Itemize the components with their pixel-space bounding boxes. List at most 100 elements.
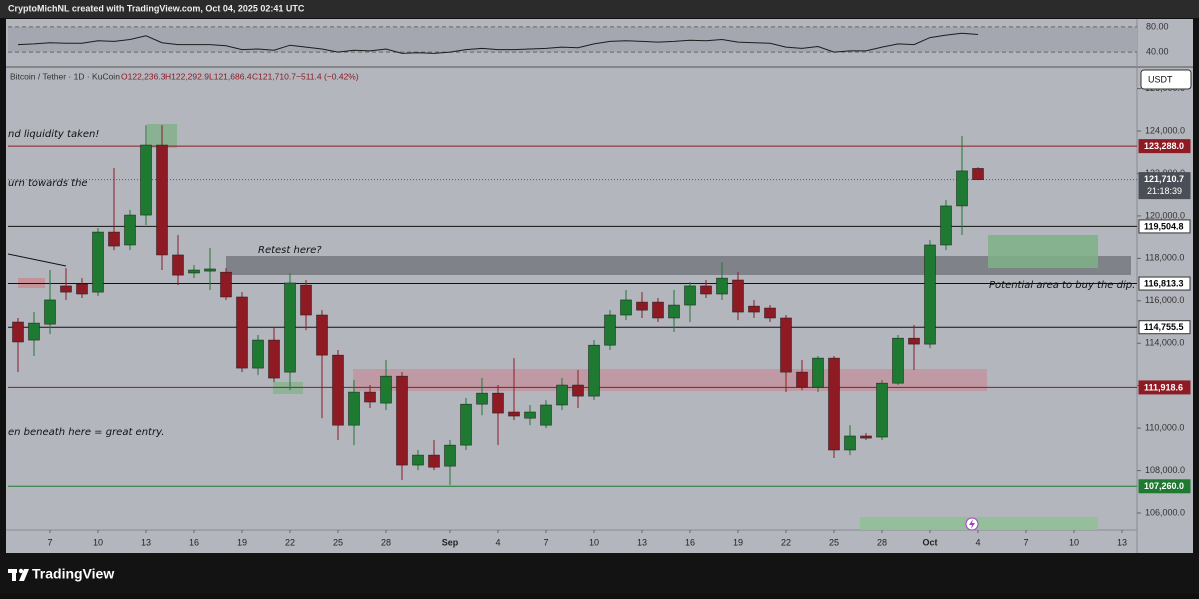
candle-body xyxy=(76,283,88,295)
rsi-pane xyxy=(8,26,1137,54)
header-bar xyxy=(0,0,1199,18)
x-tick-label: 25 xyxy=(333,537,343,547)
candle-body xyxy=(812,357,824,388)
brand-logo xyxy=(8,568,29,581)
level-label-box xyxy=(1138,380,1191,395)
candle-body xyxy=(108,231,120,247)
x-tick-label: 19 xyxy=(237,537,247,547)
x-tick-label: 7 xyxy=(47,537,52,547)
candle-body xyxy=(828,357,840,451)
candle-body xyxy=(860,435,872,439)
candle-body xyxy=(764,307,776,319)
candle-body xyxy=(124,214,136,246)
x-tick-label: 28 xyxy=(877,537,887,547)
candle-body xyxy=(204,268,216,272)
candle-body xyxy=(396,375,408,466)
y-tick-label: 116,000.0 xyxy=(1145,295,1184,305)
level-label-box xyxy=(1138,219,1191,234)
candle-body xyxy=(348,391,360,426)
candle-body xyxy=(524,411,536,419)
candle-body xyxy=(620,299,632,316)
legend-close: C121,710.7 xyxy=(252,71,296,81)
level-label: 116,813.3 xyxy=(1144,278,1184,288)
candle-body xyxy=(540,404,552,426)
candle-body xyxy=(668,304,680,319)
candle-body xyxy=(604,314,616,346)
y-tick-label: 124,000.0 xyxy=(1145,125,1185,135)
x-tick-label: 7 xyxy=(543,537,548,547)
level-label: 114,755.5 xyxy=(1144,322,1184,332)
rsi-band xyxy=(8,26,1137,53)
candle-body xyxy=(284,282,296,373)
rsi-line xyxy=(17,32,979,54)
credit: CryptoMichNL created with TradingView.co… xyxy=(8,3,305,13)
rsi-axis: 80.00 40.00 xyxy=(1146,21,1169,56)
candle-body xyxy=(444,444,456,467)
zone xyxy=(860,517,1098,530)
x-tick-label: Sep xyxy=(442,537,459,547)
candle-body xyxy=(172,254,184,276)
currency-label[interactable]: USDT xyxy=(1148,74,1173,84)
candle-body xyxy=(716,277,728,295)
levels xyxy=(8,145,1137,487)
x-tick-label: 22 xyxy=(781,537,791,547)
trend-line xyxy=(8,253,67,267)
candle-body xyxy=(268,339,280,379)
candle-body xyxy=(364,391,376,403)
candle-body xyxy=(492,392,504,414)
rsi-tick-label: 40.00 xyxy=(1146,47,1169,57)
candle-body xyxy=(380,375,392,404)
candle-body xyxy=(652,301,664,319)
candle-body xyxy=(252,339,264,369)
annotation: en beneath here = great entry. xyxy=(8,427,164,438)
candle-body xyxy=(92,231,104,293)
rsi-tick-label: 80.00 xyxy=(1146,21,1169,31)
x-tick-label: 16 xyxy=(189,537,199,547)
x-tick-label: 4 xyxy=(975,537,980,547)
candle-body xyxy=(972,168,984,180)
candle-body xyxy=(780,317,792,373)
level-label-box xyxy=(1138,139,1191,154)
legend-high: H122,292.9 xyxy=(165,71,209,81)
candle-body xyxy=(796,371,808,388)
candle-body xyxy=(332,354,344,426)
logo-part xyxy=(18,568,24,574)
y-tick-label: 114,000.0 xyxy=(1145,338,1184,348)
zone xyxy=(226,256,1131,275)
x-tick-label: 13 xyxy=(141,537,151,547)
y-tick-label: 110,000.0 xyxy=(1145,423,1184,433)
legend-low: L121,686.4 xyxy=(209,71,252,81)
currency-button[interactable] xyxy=(1140,69,1192,90)
zone xyxy=(18,278,45,288)
countdown: 21:18:39 xyxy=(1147,186,1182,196)
level-label: 121,710.7 xyxy=(1144,174,1184,184)
legend-open: O122,236.3 xyxy=(121,71,166,81)
x-tick-label: 10 xyxy=(589,537,599,547)
candle-body xyxy=(876,382,888,438)
candle-body xyxy=(556,384,568,406)
level-label: 111,918.6 xyxy=(1144,382,1183,392)
candle-body xyxy=(476,392,488,405)
zone xyxy=(988,235,1098,268)
x-tick-label: 7 xyxy=(1023,537,1028,547)
candle-body xyxy=(140,144,152,216)
x-tick-label: 25 xyxy=(829,537,839,547)
candle-body xyxy=(236,296,248,369)
candle-body xyxy=(316,314,328,356)
level-labels: 123,288.0 121,710.7 21:18:39 119,504.8 116,8… xyxy=(1138,139,1191,494)
event-icon-bolt xyxy=(969,519,975,529)
y-tick-label: 106,000.0 xyxy=(1145,507,1185,517)
logo-part xyxy=(12,569,16,581)
candle-body xyxy=(44,299,56,325)
candle-body xyxy=(508,411,520,417)
x-tick-label: 22 xyxy=(285,537,295,547)
candles xyxy=(12,125,984,486)
annotation: nd liquidity taken! xyxy=(8,129,99,140)
candle-body xyxy=(460,403,472,446)
level-label-box xyxy=(1138,479,1191,494)
candle-body xyxy=(940,205,952,246)
y-tick-label: 108,000.0 xyxy=(1145,465,1185,475)
level-label: 107,260.0 xyxy=(1144,481,1184,491)
candle-body xyxy=(572,384,584,397)
